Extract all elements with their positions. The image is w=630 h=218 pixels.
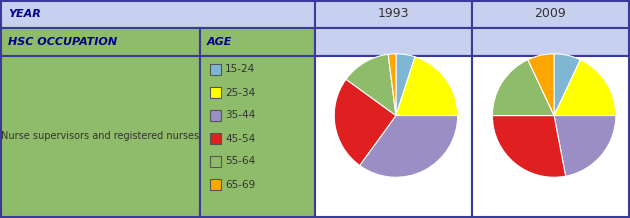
Text: 55-64: 55-64 xyxy=(225,157,255,167)
Bar xyxy=(315,28,472,56)
Bar xyxy=(472,1,629,28)
Bar xyxy=(210,156,221,167)
Bar xyxy=(200,56,315,217)
Wedge shape xyxy=(528,54,554,116)
Wedge shape xyxy=(388,54,396,116)
Wedge shape xyxy=(346,54,396,116)
Text: 65-69: 65-69 xyxy=(225,179,255,189)
Text: Nurse supervisors and registered nurses: Nurse supervisors and registered nurses xyxy=(1,131,199,141)
Wedge shape xyxy=(360,116,457,177)
Wedge shape xyxy=(493,116,566,177)
Wedge shape xyxy=(396,54,415,116)
Bar xyxy=(210,110,221,121)
Bar xyxy=(1,28,200,56)
Bar xyxy=(210,87,221,98)
Bar xyxy=(315,56,472,217)
Text: AGE: AGE xyxy=(207,37,232,47)
Bar xyxy=(1,56,200,217)
Bar xyxy=(210,64,221,75)
Bar xyxy=(315,1,472,28)
Text: 45-54: 45-54 xyxy=(225,133,255,143)
Wedge shape xyxy=(493,60,554,116)
Text: 35-44: 35-44 xyxy=(225,111,255,121)
Wedge shape xyxy=(335,79,396,165)
Wedge shape xyxy=(396,57,458,116)
Wedge shape xyxy=(554,60,616,116)
Text: YEAR: YEAR xyxy=(8,9,41,19)
Wedge shape xyxy=(554,116,616,176)
Bar xyxy=(472,28,629,56)
Bar xyxy=(200,28,315,56)
Bar xyxy=(210,133,221,144)
Wedge shape xyxy=(554,54,580,116)
Text: 25-34: 25-34 xyxy=(225,87,255,97)
Text: 1993: 1993 xyxy=(377,7,409,20)
Bar xyxy=(472,56,629,217)
Bar xyxy=(1,1,315,28)
Text: 15-24: 15-24 xyxy=(225,65,255,75)
Bar xyxy=(210,179,221,190)
Text: 2009: 2009 xyxy=(534,7,566,20)
Text: HSC OCCUPATION: HSC OCCUPATION xyxy=(8,37,117,47)
